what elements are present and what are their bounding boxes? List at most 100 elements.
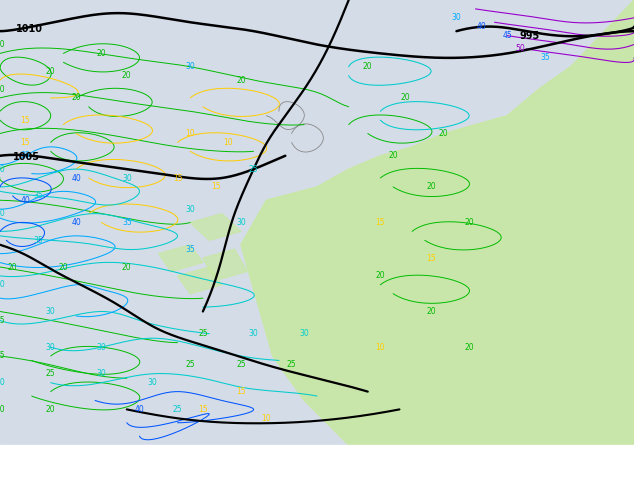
- Text: 30: 30: [185, 205, 195, 214]
- Text: 25: 25: [185, 361, 195, 369]
- Text: We 25-09-2024 06:00 UTC (18+132): We 25-09-2024 06:00 UTC (18+132): [422, 454, 630, 464]
- Text: 25: 25: [0, 351, 5, 361]
- Text: ©weatheronline.co.uk: ©weatheronline.co.uk: [512, 473, 628, 483]
- Text: 35: 35: [20, 151, 30, 160]
- Text: 35: 35: [122, 218, 132, 227]
- Text: 80: 80: [464, 473, 479, 483]
- Polygon shape: [158, 245, 203, 271]
- Text: 15: 15: [236, 387, 246, 396]
- Text: 25: 25: [198, 329, 208, 338]
- Text: 20: 20: [71, 94, 81, 102]
- Text: 50: 50: [515, 45, 525, 53]
- Text: 30: 30: [249, 329, 259, 338]
- Text: 40: 40: [20, 196, 30, 205]
- Text: Isotachs 10m (km/h): Isotachs 10m (km/h): [4, 473, 121, 483]
- Text: 35: 35: [185, 245, 195, 254]
- Text: 40: 40: [71, 218, 81, 227]
- Text: 20: 20: [426, 182, 436, 192]
- Text: 10: 10: [223, 138, 233, 147]
- Text: 30: 30: [185, 62, 195, 71]
- Text: 40: 40: [134, 405, 145, 414]
- Text: 20: 20: [439, 129, 449, 138]
- Text: 70: 70: [422, 473, 437, 483]
- Text: Surface pressure [hPa] GFS: Surface pressure [hPa] GFS: [4, 454, 159, 464]
- Text: 25: 25: [172, 405, 183, 414]
- Text: 20: 20: [122, 71, 132, 80]
- Text: 10: 10: [375, 343, 385, 352]
- Text: 25: 25: [249, 165, 259, 173]
- Text: 75: 75: [443, 473, 458, 483]
- Text: 65: 65: [401, 473, 416, 483]
- Text: 25: 25: [287, 361, 297, 369]
- Text: 30: 30: [0, 165, 5, 173]
- Text: 30: 30: [0, 378, 5, 387]
- Text: 30: 30: [0, 280, 5, 289]
- Text: 60: 60: [380, 473, 395, 483]
- Text: 15: 15: [191, 473, 206, 483]
- Text: 1010: 1010: [16, 24, 43, 34]
- Text: 15: 15: [20, 116, 30, 124]
- Text: 30: 30: [299, 329, 309, 338]
- Text: 10: 10: [185, 129, 195, 138]
- Text: 20: 20: [0, 405, 5, 414]
- Polygon shape: [203, 249, 247, 280]
- Text: 15: 15: [172, 173, 183, 182]
- Text: 40: 40: [71, 173, 81, 182]
- Text: 30: 30: [254, 473, 269, 483]
- Text: 10: 10: [170, 473, 185, 483]
- Text: 55: 55: [359, 473, 374, 483]
- Text: 15: 15: [198, 405, 208, 414]
- Text: 15: 15: [210, 182, 221, 192]
- Text: 85: 85: [485, 473, 500, 483]
- Text: 40: 40: [296, 473, 311, 483]
- Text: 20: 20: [96, 49, 107, 58]
- Text: 30: 30: [96, 369, 107, 378]
- Text: 30: 30: [451, 13, 462, 23]
- Text: 35: 35: [275, 473, 290, 483]
- Text: 20: 20: [0, 40, 5, 49]
- Text: 25: 25: [46, 369, 56, 378]
- Text: 25: 25: [236, 361, 246, 369]
- Polygon shape: [190, 214, 241, 240]
- Text: 15: 15: [426, 254, 436, 263]
- Text: 30: 30: [236, 218, 246, 227]
- Text: 20: 20: [375, 271, 385, 280]
- Text: 30: 30: [46, 343, 56, 352]
- Text: 20: 20: [401, 94, 411, 102]
- Text: 20: 20: [0, 84, 5, 94]
- Text: 20: 20: [464, 343, 474, 352]
- Text: 15: 15: [375, 218, 385, 227]
- Text: 30: 30: [147, 378, 157, 387]
- Text: 20: 20: [122, 263, 132, 271]
- Text: 20: 20: [464, 218, 474, 227]
- Text: 20: 20: [46, 405, 56, 414]
- Text: 35: 35: [33, 191, 43, 200]
- Text: 20: 20: [58, 263, 68, 271]
- Text: 20: 20: [46, 67, 56, 75]
- Text: 45: 45: [317, 473, 332, 483]
- Text: 30: 30: [0, 209, 5, 218]
- Text: 25: 25: [0, 316, 5, 325]
- Text: 30: 30: [122, 173, 132, 182]
- Text: 45: 45: [502, 31, 512, 40]
- Text: 20: 20: [388, 151, 398, 160]
- Polygon shape: [241, 0, 634, 445]
- Text: 20: 20: [212, 473, 227, 483]
- Text: 35: 35: [540, 53, 550, 62]
- Text: 995: 995: [520, 31, 540, 42]
- Text: 25: 25: [233, 473, 248, 483]
- Text: 30: 30: [46, 307, 56, 316]
- Text: 20: 20: [236, 75, 246, 85]
- Text: 10: 10: [261, 414, 271, 423]
- Text: 20: 20: [363, 62, 373, 71]
- Text: 15: 15: [20, 138, 30, 147]
- Text: 50: 50: [338, 473, 353, 483]
- Text: 1005: 1005: [13, 151, 40, 162]
- Polygon shape: [178, 267, 222, 294]
- Text: 20: 20: [8, 263, 18, 271]
- Text: 90: 90: [506, 473, 521, 483]
- Text: 40: 40: [477, 22, 487, 31]
- Text: 20: 20: [426, 307, 436, 316]
- Text: 30: 30: [96, 343, 107, 352]
- Text: 35: 35: [33, 236, 43, 245]
